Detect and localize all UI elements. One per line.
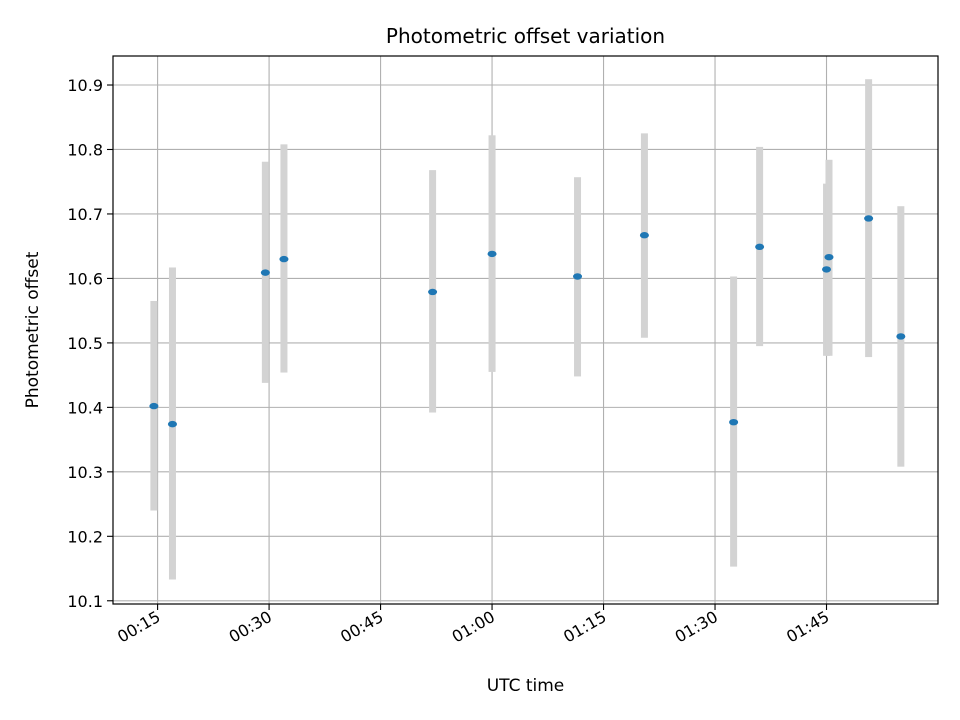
y-tick-label: 10.5	[67, 334, 103, 353]
data-point	[428, 288, 438, 296]
y-tick-label: 10.8	[67, 140, 103, 159]
y-tick-label: 10.4	[67, 398, 103, 417]
data-point	[573, 273, 583, 280]
y-tick-label: 10.9	[67, 76, 103, 95]
data-point	[822, 266, 832, 273]
data-point	[279, 255, 289, 263]
y-tick-label: 10.1	[67, 592, 103, 611]
data-point	[639, 232, 649, 239]
data-point	[864, 215, 874, 222]
chart-title: Photometric offset variation	[386, 24, 665, 48]
data-point	[149, 402, 159, 410]
data-point	[824, 253, 834, 261]
data-point	[167, 420, 177, 428]
y-tick-label: 10.3	[67, 463, 103, 482]
plot-frame	[112, 55, 939, 605]
y-tick-label: 10.7	[67, 205, 103, 224]
x-axis-title: UTC time	[487, 676, 565, 696]
y-axis-title: Photometric offset	[23, 251, 43, 408]
point-layer	[149, 215, 906, 428]
y-tick-label: 10.6	[67, 269, 103, 288]
data-point	[755, 243, 765, 251]
data-point	[487, 250, 497, 258]
data-point	[729, 418, 739, 426]
data-point	[896, 333, 906, 340]
data-point	[260, 269, 270, 276]
y-tick-label: 10.2	[67, 527, 103, 546]
grid-layer	[113, 56, 938, 604]
